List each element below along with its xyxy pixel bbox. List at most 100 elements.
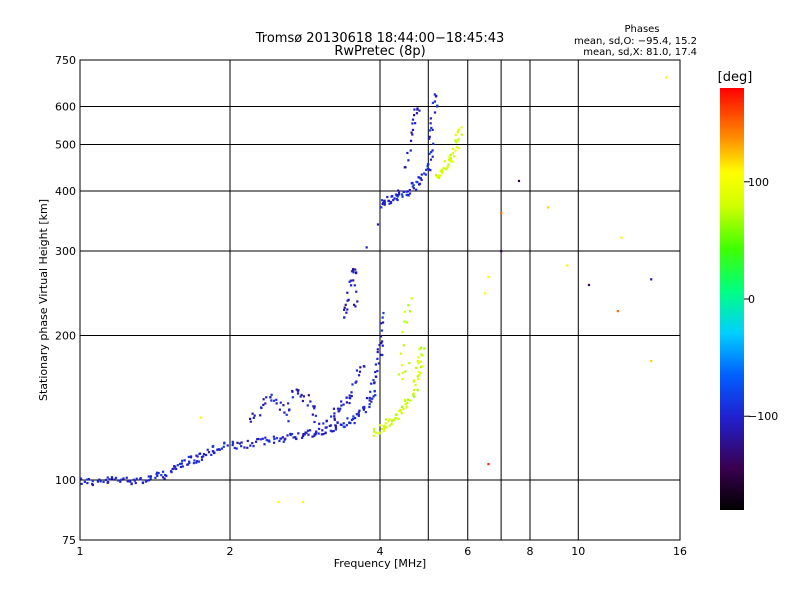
data-point [306,404,309,407]
data-point [401,377,404,381]
data-point [376,369,379,373]
data-point [411,185,414,188]
data-point [409,139,413,142]
data-point [157,471,160,475]
data-point [430,150,433,154]
data-point [358,409,361,412]
data-point [390,422,393,426]
data-point [134,481,137,485]
data-point [406,401,409,405]
data-point [355,369,359,372]
data-point [313,405,316,408]
data-point [196,460,199,463]
data-point [379,335,383,338]
data-point [300,393,303,397]
data-point [429,117,432,120]
data-point [202,455,205,458]
data-point [163,477,166,480]
data-point [412,379,416,382]
data-point [363,365,366,368]
data-point [324,431,327,434]
data-point [252,416,255,419]
data-point [455,146,458,149]
scatter-point [200,416,203,419]
data-point [240,445,243,448]
data-point [370,382,373,385]
data-point [334,428,338,431]
data-point [148,479,151,482]
data-point [235,447,238,450]
data-point [448,157,451,160]
data-point [259,414,262,417]
data-point [352,279,355,282]
data-point [374,370,377,374]
data-point [407,159,410,162]
data-point [411,128,415,132]
data-point [278,439,281,443]
data-point [412,184,415,187]
data-point [453,155,456,158]
data-point [256,438,259,441]
data-point [379,322,383,325]
data-point [406,151,409,155]
data-point [356,300,359,303]
data-point [299,395,302,398]
data-point [408,310,412,313]
colorbar-ticks: 100 0 −100 [744,176,778,423]
data-point [376,350,379,354]
data-point [161,470,165,473]
data-point [113,478,116,481]
data-point [278,408,282,411]
data-point [222,445,225,448]
data-point [339,423,342,426]
data-point [411,133,414,136]
data-point [441,170,444,173]
data-point [416,107,419,110]
data-point [381,353,384,357]
data-point [370,400,373,403]
data-point [355,290,358,293]
data-point [188,461,191,464]
data-point [210,453,213,456]
data-point [358,370,362,373]
data-point [253,414,256,417]
data-point [404,398,407,401]
data-point [420,353,423,356]
data-point [333,415,336,418]
scatter-point [484,292,487,295]
data-point [330,430,334,433]
phases-title: Phases [624,24,659,35]
data-point [401,195,404,198]
data-point [130,482,133,485]
data-point [419,360,422,363]
data-point [116,479,120,482]
data-point [377,362,380,365]
data-point [195,454,198,457]
data-point [407,304,410,307]
data-point [249,444,252,447]
data-point [279,401,282,404]
data-point [354,381,357,384]
data-point [309,400,312,403]
data-point [387,419,390,423]
scatter-point [650,360,653,363]
data-point [383,427,386,430]
data-point [407,193,410,197]
data-point [313,407,316,410]
data-point [149,477,152,480]
data-point [243,446,246,449]
y-tick-label: 500 [55,139,76,152]
data-point [332,429,335,433]
data-point [325,420,328,423]
data-point [284,437,287,440]
data-point [257,437,260,441]
data-point [426,165,429,168]
data-point [320,433,323,436]
data-point [291,396,294,399]
data-point [402,407,405,411]
data-point [352,271,355,274]
data-point [80,482,83,485]
data-point [454,133,457,136]
data-point [352,267,355,271]
y-tick-label: 300 [55,245,76,258]
